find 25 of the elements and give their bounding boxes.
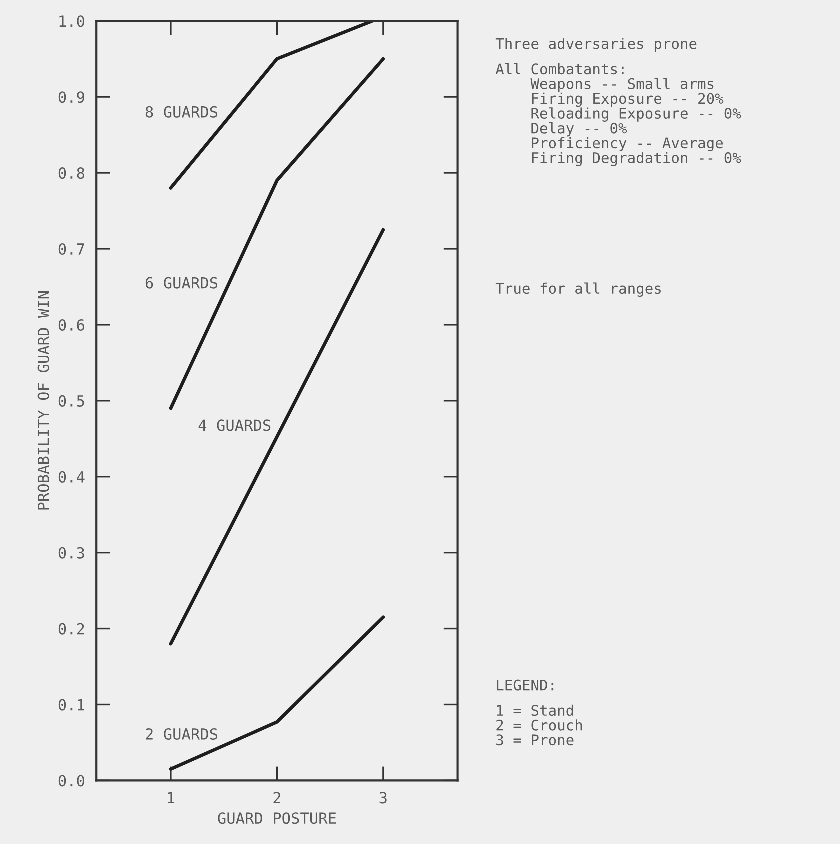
y-axis-title: PROBABILITY OF GUARD WIN: [38, 292, 50, 510]
series-label: 8 GUARDS: [146, 106, 218, 118]
series-label: 2 GUARDS: [146, 728, 218, 740]
y-tick-label: 0.0: [58, 775, 84, 787]
series-label: 6 GUARDS: [146, 277, 218, 289]
y-tick-label: 0.5: [58, 395, 84, 407]
x-tick-label: 3: [380, 792, 387, 804]
x-tick-label: 1: [168, 792, 175, 804]
y-tick-label: 0.3: [58, 547, 84, 559]
text: All Combatants: Weapons -- Small arms Firing Exposure -- 20% Reloading Exposure -- 0% Delay -- 0% Proficiency -- Average Firing Degradation -- 0%: [496, 63, 742, 166]
y-tick-label: 0.8: [58, 168, 85, 180]
text: LEGEND:: [497, 680, 554, 691]
text: Three adversaries prone: [496, 38, 697, 52]
y-tick-label: 1.0: [60, 16, 84, 28]
text: 1 = Stand 2 = Crouch 3 = Prone: [496, 704, 582, 746]
x-axis-title: GUARD POSTURE: [218, 812, 336, 824]
y-tick-label: 0.2: [58, 623, 84, 635]
y-tick-label: 0.7: [58, 243, 84, 256]
y-tick-label: 0.1: [58, 699, 84, 711]
series-label: 4 GUARDS: [198, 420, 271, 432]
y-tick-label: 0.4: [58, 471, 85, 483]
x-tick-label: 2: [274, 792, 280, 804]
y-tick-label: 0.6: [58, 319, 84, 331]
text: True for all ranges: [496, 282, 661, 298]
y-tick-label: 0.9: [58, 92, 84, 104]
